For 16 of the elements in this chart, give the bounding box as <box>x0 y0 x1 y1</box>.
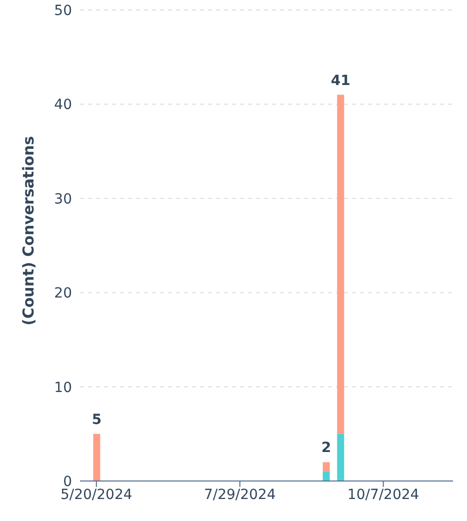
bar <box>322 472 330 481</box>
bar <box>322 462 330 472</box>
y-tick-label: 40 <box>54 97 72 114</box>
total-label: 41 <box>330 72 350 89</box>
bar <box>337 434 344 481</box>
total-label: 2 <box>321 440 332 456</box>
x-tick-label: 10/7/2024 <box>347 486 420 503</box>
y-tick-label: 50 <box>54 2 72 19</box>
y-axis-title: (Count) Conversations <box>19 136 38 326</box>
y-tick-label: 30 <box>54 191 72 208</box>
y-tick-label: 10 <box>54 380 72 396</box>
total-label: 5 <box>92 412 102 428</box>
y-tick-label: 20 <box>54 286 72 302</box>
x-tick-label: 7/29/2024 <box>204 486 276 503</box>
bar <box>93 434 100 481</box>
bar <box>337 94 344 434</box>
